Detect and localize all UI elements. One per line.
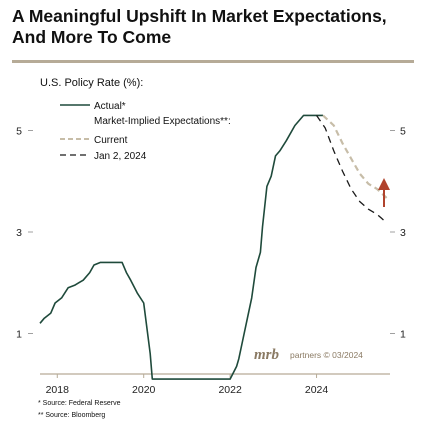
branding-tagline: partners © 03/2024	[290, 350, 363, 360]
series-actual-line	[39, 114, 323, 380]
y-tick-label-left: 1	[16, 328, 22, 340]
title-divider	[12, 60, 414, 63]
y-tick-label-right: 1	[400, 328, 406, 340]
chart-subtitle: U.S. Policy Rate (%):	[40, 77, 144, 89]
series-current-line	[322, 114, 389, 200]
series-jan2024-line	[315, 115, 387, 223]
branding: mrb partners © 03/2024	[254, 347, 363, 363]
upshift-arrow	[378, 178, 390, 207]
tick-labels: 2018 2020 2022 2024 1 1 3 3 5 5	[16, 126, 406, 396]
x-tick-label: 2024	[305, 384, 329, 396]
y-tick-label-right: 5	[400, 126, 406, 138]
y-tick-label-right: 3	[400, 227, 406, 239]
source-bloomberg: ** Source: Bloomberg	[38, 412, 105, 419]
y-tick-label-left: 3	[16, 227, 22, 239]
upshift-arrow-head	[378, 178, 390, 190]
legend-label-current: Current	[94, 135, 128, 146]
source-federal-reserve: * Source: Federal Reserve	[38, 400, 121, 407]
mrb-logo: mrb	[254, 347, 280, 363]
x-tick-label: 2022	[218, 384, 242, 396]
y-tick-label-left: 5	[16, 126, 22, 138]
legend-label-implied: Market-Implied Expectations**:	[94, 116, 231, 127]
page-title: A Meaningful Upshift In Market Expectati…	[12, 6, 387, 47]
series	[39, 114, 389, 380]
axes	[40, 373, 390, 375]
legend: Actual* Market-Implied Expectations**: C…	[60, 101, 231, 162]
x-tick-label: 2018	[46, 384, 70, 396]
x-tick-label: 2020	[132, 384, 156, 396]
legend-label-actual: Actual*	[94, 101, 126, 112]
legend-label-jan2024: Jan 2, 2024	[94, 151, 147, 162]
